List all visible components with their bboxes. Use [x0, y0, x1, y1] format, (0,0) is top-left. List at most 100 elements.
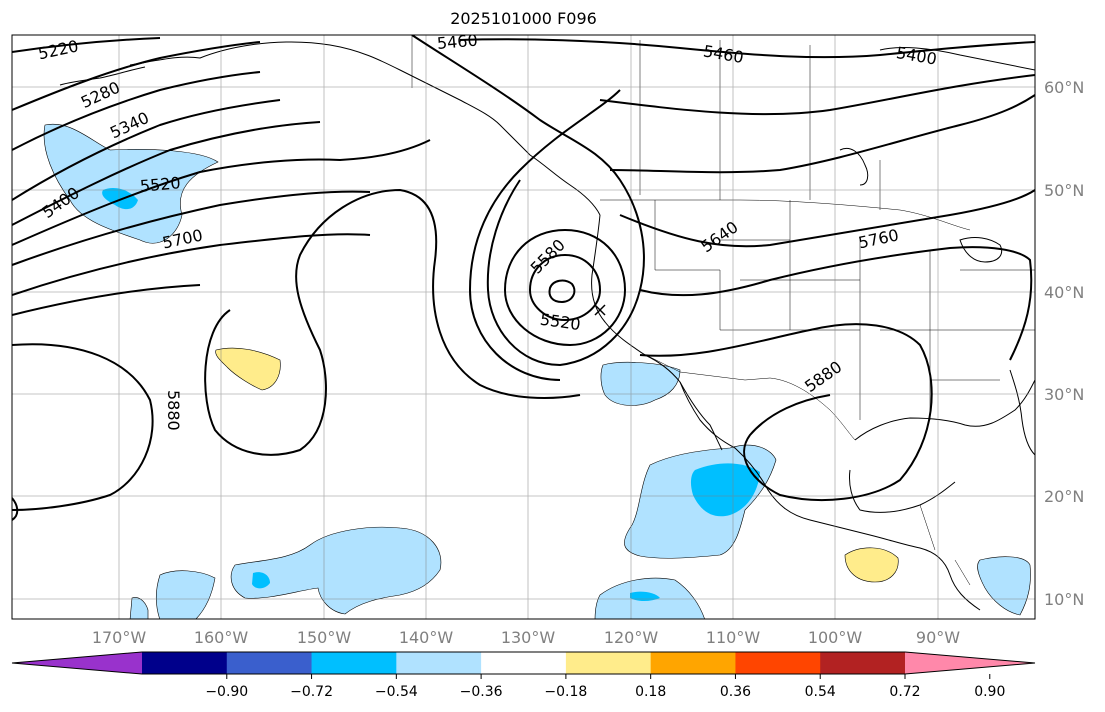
coast-florida	[1009, 369, 1035, 456]
colorbar-bin	[396, 652, 482, 674]
anomaly-region-tropics-b	[155, 570, 216, 619]
lat-label: 60°N	[1044, 78, 1084, 97]
lon-label: 120°W	[604, 628, 659, 647]
colorbar-tick-label: −0.18	[544, 684, 587, 700]
contour-5760	[12, 343, 154, 511]
anomaly-region-positive-central	[215, 347, 281, 391]
border-central-america	[919, 504, 971, 586]
colorbar-bin	[565, 652, 652, 674]
contour-high-loop	[204, 188, 581, 456]
anomaly-region-positive-central-america	[844, 547, 899, 583]
low-center-marker	[594, 304, 606, 316]
colorbar-bin	[142, 652, 228, 674]
colorbar-bin	[735, 652, 821, 674]
contour-label: 5880	[164, 390, 183, 431]
graticule	[12, 35, 1035, 619]
contour-east-2	[619, 189, 1035, 248]
lon-label: 140°W	[399, 628, 454, 647]
map-panel: 5220 5280 5340 5400 5520 5700 5460 5460 …	[12, 30, 1035, 619]
latitude-labels: 60°N 50°N 40°N 30°N 20°N 10°N	[1044, 78, 1084, 609]
parallels	[12, 86, 1035, 600]
contour-trough-3	[503, 228, 627, 347]
contour-5220	[12, 37, 161, 53]
colorbar-tick-label: −0.72	[290, 684, 333, 700]
lon-label: 150°W	[297, 628, 352, 647]
colorbar-bin	[481, 652, 567, 674]
colorbar-bin	[311, 652, 397, 674]
lon-label: 100°W	[808, 628, 863, 647]
colorbar-tick-label: 0.54	[805, 684, 836, 700]
lon-label: 110°W	[706, 628, 761, 647]
coast-yucatan	[849, 469, 956, 513]
anomaly-region-socal	[600, 361, 681, 406]
border-us-canada	[600, 199, 971, 231]
colorbar-tick-label: −0.54	[375, 684, 418, 700]
colorbar-extend-low	[12, 652, 142, 674]
map-frame	[11, 34, 1036, 620]
lat-label: 40°N	[1044, 283, 1084, 302]
contour-north	[459, 38, 1035, 59]
contour-east-3	[639, 246, 1033, 361]
contour-label: 5460	[436, 30, 478, 52]
border-canada-provinces	[639, 40, 881, 210]
contour-5400	[12, 99, 281, 201]
lat-label: 20°N	[1044, 487, 1084, 506]
lon-label: 90°W	[916, 628, 960, 647]
contour-5520	[12, 139, 431, 246]
coast-great-lakes	[959, 237, 1003, 263]
contour-label: 5520	[139, 173, 181, 195]
colorbar-outline	[11, 651, 1036, 675]
anomaly-core-tropics	[252, 572, 270, 589]
colorbar-bin	[650, 652, 736, 674]
lat-label: 10°N	[1044, 590, 1084, 609]
contour-low-center	[548, 279, 576, 304]
anomaly-region-tropics-d	[129, 597, 149, 619]
coastlines	[59, 41, 1035, 611]
contour-5460	[12, 121, 321, 226]
contour-5640	[12, 233, 371, 296]
lon-label: 130°W	[501, 628, 556, 647]
contour-5700	[12, 284, 201, 316]
height-contours	[12, 35, 1035, 521]
colorbar-extend-high	[905, 652, 1035, 674]
colorbar-bin	[820, 652, 906, 674]
colorbar-tick-label: 0.18	[635, 684, 666, 700]
lat-label: 30°N	[1044, 385, 1084, 404]
coast-arctic	[879, 47, 1035, 71]
border-us-mexico	[639, 351, 856, 441]
lon-label: 160°W	[194, 628, 249, 647]
colorbar-bin	[226, 652, 313, 674]
lon-label: 170°W	[92, 628, 147, 647]
contour-east-1	[609, 94, 1035, 174]
longitude-labels: 170°W 160°W 150°W 140°W 130°W 120°W 110°…	[92, 628, 960, 647]
coast-gulf-mexico	[854, 379, 1035, 441]
coast-aleutians	[59, 66, 146, 86]
anomaly-region-caribbean	[977, 556, 1031, 616]
anomaly-core-gulf-alaska	[102, 188, 138, 210]
colorbar-tick-label: 0.72	[889, 684, 920, 700]
colorbar-tick-label: 0.36	[720, 684, 751, 700]
contour-5340	[12, 71, 261, 151]
colorbar-tick-label: 0.90	[974, 684, 1005, 700]
coast-baja	[679, 381, 723, 451]
contour-5280	[12, 41, 261, 111]
anomaly-core-mexico	[690, 463, 760, 517]
colorbar: −0.90 −0.72 −0.54 −0.36 −0.18 0.18 0.36 0.54 0.7…	[11, 651, 1036, 700]
contour-north-2	[599, 74, 1035, 116]
contour-trough-4	[528, 253, 602, 322]
meridians	[118, 35, 939, 619]
shaded-anomalies	[43, 123, 1031, 619]
contour-west-small	[12, 497, 19, 521]
contour-east-4	[639, 323, 933, 501]
contour-5580	[12, 190, 371, 266]
political-borders	[411, 35, 1035, 586]
border-us-states	[654, 200, 1035, 420]
coast-hudson	[839, 147, 869, 186]
colorbar-tick-label: −0.90	[205, 684, 248, 700]
anomaly-region-tropics-a	[230, 526, 442, 615]
contour-trough-2	[468, 89, 621, 381]
colorbar-tick-label: −0.36	[460, 684, 503, 700]
lat-label: 50°N	[1044, 181, 1084, 200]
map-title: 2025101000 F096	[450, 9, 597, 28]
